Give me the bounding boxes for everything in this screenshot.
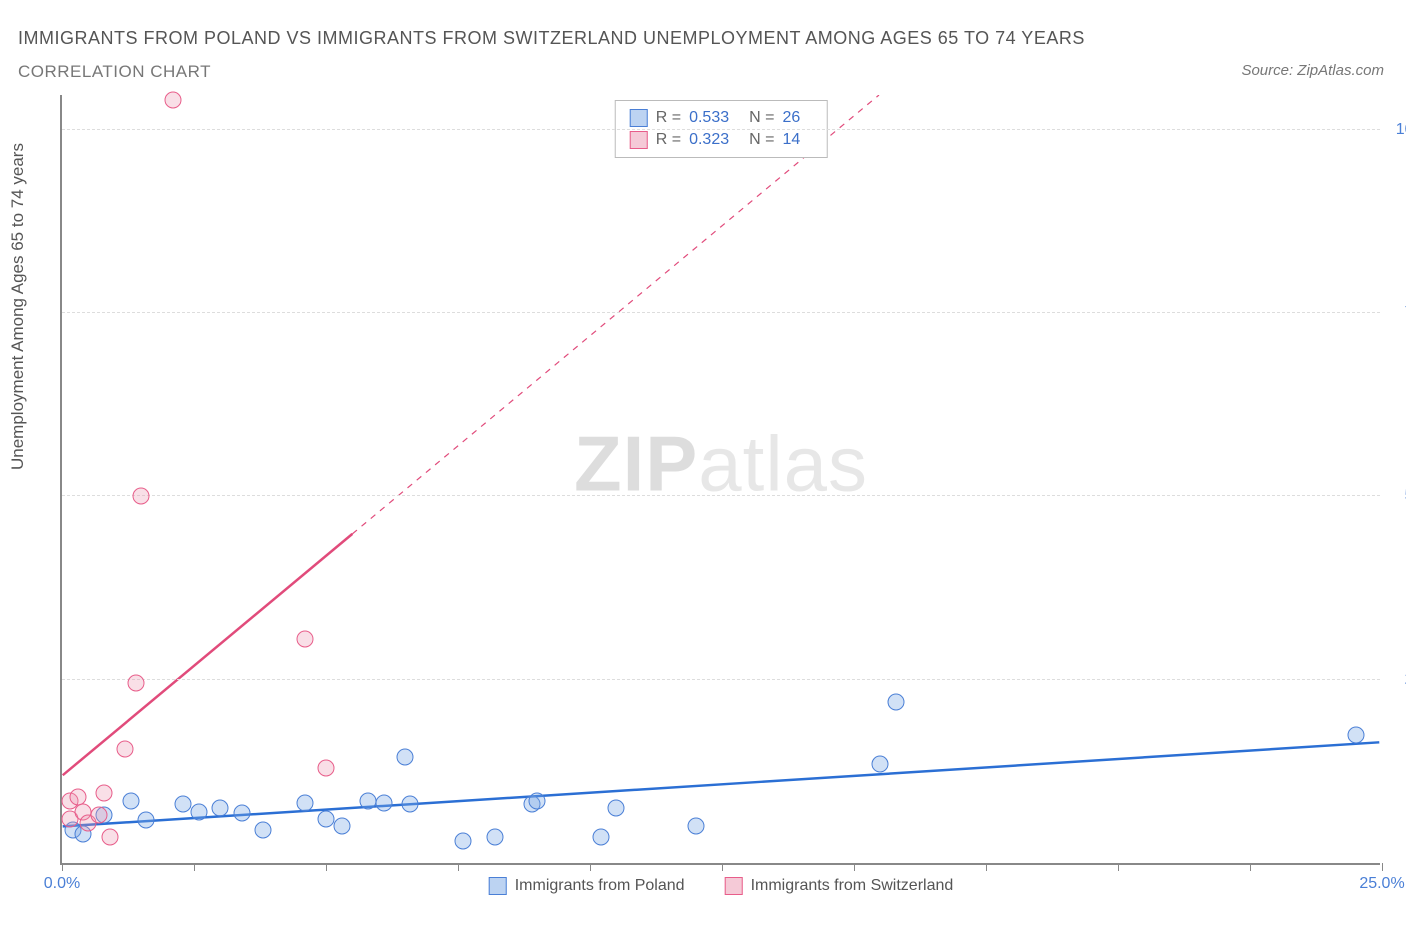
- r-value-switzerland: 0.323: [689, 131, 729, 149]
- marker-switzerland: [133, 488, 150, 505]
- x-tick: [1118, 863, 1119, 871]
- marker-poland: [1347, 726, 1364, 743]
- x-tick: [62, 863, 63, 871]
- marker-switzerland: [101, 829, 118, 846]
- scatter-plot-area: ZIPatlas R = 0.533 N = 26 R = 0.323 N = …: [60, 95, 1380, 865]
- marker-poland: [397, 748, 414, 765]
- r-label: R =: [656, 131, 681, 149]
- gridline: [62, 495, 1380, 496]
- marker-poland: [529, 792, 546, 809]
- marker-poland: [212, 800, 229, 817]
- bottom-legend: Immigrants from Poland Immigrants from S…: [489, 877, 954, 895]
- marker-poland: [318, 811, 335, 828]
- n-value-switzerland: 14: [782, 131, 800, 149]
- n-label: N =: [749, 109, 774, 127]
- x-tick: [722, 863, 723, 871]
- swatch-blue-icon: [489, 877, 507, 895]
- source-attribution: Source: ZipAtlas.com: [1241, 62, 1384, 79]
- x-tick: [854, 863, 855, 871]
- marker-poland: [333, 818, 350, 835]
- marker-switzerland: [127, 675, 144, 692]
- x-tick: [986, 863, 987, 871]
- legend-item-poland: Immigrants from Poland: [489, 877, 685, 895]
- marker-poland: [122, 792, 139, 809]
- marker-poland: [402, 796, 419, 813]
- marker-poland: [138, 812, 155, 829]
- n-value-poland: 26: [782, 109, 800, 127]
- x-tick: [194, 863, 195, 871]
- marker-poland: [360, 792, 377, 809]
- marker-poland: [592, 829, 609, 846]
- swatch-pink-icon: [725, 877, 743, 895]
- watermark-light: atlas: [698, 419, 868, 507]
- x-tick: [458, 863, 459, 871]
- x-tick: [1250, 863, 1251, 871]
- marker-poland: [687, 818, 704, 835]
- marker-poland: [254, 822, 271, 839]
- marker-switzerland: [296, 631, 313, 648]
- marker-poland: [191, 803, 208, 820]
- y-axis-label: Unemployment Among Ages 65 to 74 years: [8, 143, 28, 470]
- x-tick-label: 25.0%: [1359, 875, 1404, 893]
- legend-label-poland: Immigrants from Poland: [515, 877, 685, 895]
- marker-poland: [376, 794, 393, 811]
- marker-poland: [296, 794, 313, 811]
- watermark-bold: ZIP: [574, 419, 698, 507]
- marker-poland: [872, 756, 889, 773]
- chart-title: IMMIGRANTS FROM POLAND VS IMMIGRANTS FRO…: [18, 28, 1085, 49]
- stats-row-poland: R = 0.533 N = 26: [630, 107, 813, 129]
- stats-row-switzerland: R = 0.323 N = 14: [630, 129, 813, 151]
- legend-item-switzerland: Immigrants from Switzerland: [725, 877, 954, 895]
- n-label: N =: [749, 131, 774, 149]
- legend-label-switzerland: Immigrants from Switzerland: [751, 877, 954, 895]
- x-tick: [590, 863, 591, 871]
- gridline: [62, 679, 1380, 680]
- r-label: R =: [656, 109, 681, 127]
- marker-poland: [455, 833, 472, 850]
- y-tick-label: 100.0%: [1390, 121, 1406, 139]
- marker-poland: [888, 693, 905, 710]
- gridline: [62, 129, 1380, 130]
- y-tick-label: 50.0%: [1390, 487, 1406, 505]
- x-tick-label: 0.0%: [44, 875, 80, 893]
- r-value-poland: 0.533: [689, 109, 729, 127]
- marker-switzerland: [90, 807, 107, 824]
- marker-poland: [608, 800, 625, 817]
- marker-poland: [486, 829, 503, 846]
- trend-lines-svg: [62, 95, 1380, 863]
- marker-switzerland: [117, 741, 134, 758]
- marker-switzerland: [96, 785, 113, 802]
- marker-poland: [233, 805, 250, 822]
- x-tick: [1382, 863, 1383, 871]
- chart-subtitle: CORRELATION CHART: [18, 62, 211, 82]
- y-tick-label: 25.0%: [1390, 671, 1406, 689]
- gridline: [62, 312, 1380, 313]
- x-tick: [326, 863, 327, 871]
- marker-switzerland: [318, 759, 335, 776]
- swatch-blue-icon: [630, 109, 648, 127]
- y-tick-label: 75.0%: [1390, 304, 1406, 322]
- marker-switzerland: [164, 92, 181, 109]
- swatch-pink-icon: [630, 131, 648, 149]
- marker-poland: [175, 796, 192, 813]
